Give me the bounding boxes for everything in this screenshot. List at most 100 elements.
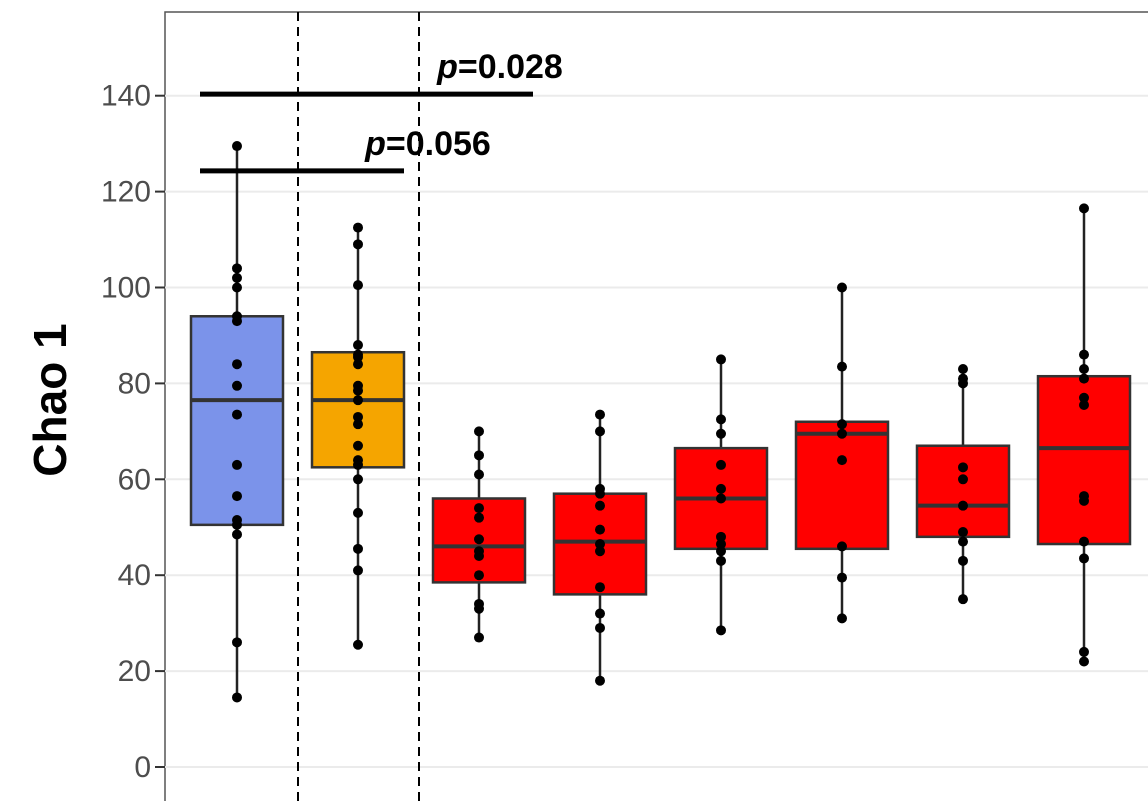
data-point xyxy=(1079,656,1089,667)
box-group xyxy=(431,426,527,643)
data-point xyxy=(353,222,363,233)
data-point xyxy=(474,450,484,461)
data-point xyxy=(595,483,605,494)
data-point xyxy=(958,500,968,511)
p-value: =0.056 xyxy=(386,125,491,163)
data-point xyxy=(353,340,363,351)
data-point xyxy=(595,500,605,511)
data-point xyxy=(353,543,363,554)
data-point xyxy=(837,541,847,552)
data-point xyxy=(474,426,484,437)
data-point xyxy=(595,524,605,535)
box-group xyxy=(310,222,406,650)
data-point xyxy=(716,625,726,636)
data-point xyxy=(232,359,242,370)
group-separators xyxy=(297,12,420,801)
data-point xyxy=(716,428,726,439)
data-point xyxy=(716,483,726,494)
data-point xyxy=(595,546,605,557)
y-tick-label: 20 xyxy=(118,655,151,688)
data-point xyxy=(958,527,968,538)
data-point xyxy=(595,539,605,550)
y-axis-label: Chao 1 xyxy=(24,323,76,476)
p-symbol: p xyxy=(436,48,458,86)
data-point xyxy=(958,373,968,384)
data-point xyxy=(1079,491,1089,502)
data-point xyxy=(474,534,484,545)
data-point xyxy=(837,419,847,430)
data-point xyxy=(1079,349,1089,360)
data-point xyxy=(595,426,605,437)
p-value-label: p=0.056 xyxy=(364,125,491,163)
data-point xyxy=(232,515,242,526)
box xyxy=(310,350,406,469)
data-point xyxy=(716,414,726,425)
data-point xyxy=(595,582,605,593)
plot-frame xyxy=(164,11,1148,801)
data-point xyxy=(1079,203,1089,214)
data-point xyxy=(353,280,363,291)
data-point xyxy=(232,263,242,274)
data-point xyxy=(474,632,484,643)
data-point xyxy=(232,282,242,293)
box-group xyxy=(552,409,648,686)
data-point xyxy=(353,349,363,360)
data-point xyxy=(474,570,484,581)
data-point xyxy=(958,462,968,473)
data-point xyxy=(716,546,726,557)
y-axis: 0 20 40 60 80 100 120 140 xyxy=(101,80,165,784)
data-point xyxy=(1079,392,1089,403)
y-tick-label: 100 xyxy=(101,272,151,305)
data-point xyxy=(1079,364,1089,375)
data-point xyxy=(353,380,363,391)
data-point xyxy=(595,622,605,633)
data-point xyxy=(958,364,968,375)
y-tick-label: 60 xyxy=(118,463,151,496)
box-group xyxy=(1036,203,1132,667)
data-point xyxy=(474,469,484,480)
box-group xyxy=(794,282,890,624)
p-symbol: p xyxy=(364,125,386,163)
box xyxy=(794,420,890,551)
data-point xyxy=(232,141,242,152)
data-point xyxy=(353,395,363,406)
data-point xyxy=(595,409,605,420)
data-point xyxy=(474,512,484,523)
data-point xyxy=(474,546,484,557)
y-tick-label: 40 xyxy=(118,559,151,592)
data-point xyxy=(958,594,968,605)
data-point xyxy=(837,613,847,624)
data-point xyxy=(716,459,726,470)
data-point xyxy=(958,536,968,547)
data-point xyxy=(353,239,363,250)
data-point xyxy=(353,474,363,485)
data-point xyxy=(474,503,484,514)
data-point xyxy=(232,491,242,502)
data-point xyxy=(595,675,605,686)
data-point xyxy=(353,455,363,466)
data-point xyxy=(232,459,242,470)
box-series xyxy=(189,141,1132,703)
box xyxy=(189,315,285,527)
box-group xyxy=(673,354,769,636)
data-point xyxy=(837,572,847,583)
data-point xyxy=(353,419,363,430)
y-tick-label: 140 xyxy=(101,80,151,113)
data-point xyxy=(232,409,242,420)
box-group xyxy=(915,364,1011,605)
box-group xyxy=(189,141,285,703)
data-point xyxy=(353,359,363,370)
data-point xyxy=(1079,646,1089,657)
data-point xyxy=(1079,553,1089,564)
data-point xyxy=(353,440,363,451)
data-point xyxy=(1079,536,1089,547)
data-point xyxy=(716,555,726,566)
data-point xyxy=(716,354,726,365)
data-point xyxy=(353,507,363,518)
data-point xyxy=(958,555,968,566)
data-point xyxy=(232,692,242,703)
y-tick-label: 120 xyxy=(101,176,151,209)
box xyxy=(915,444,1011,539)
